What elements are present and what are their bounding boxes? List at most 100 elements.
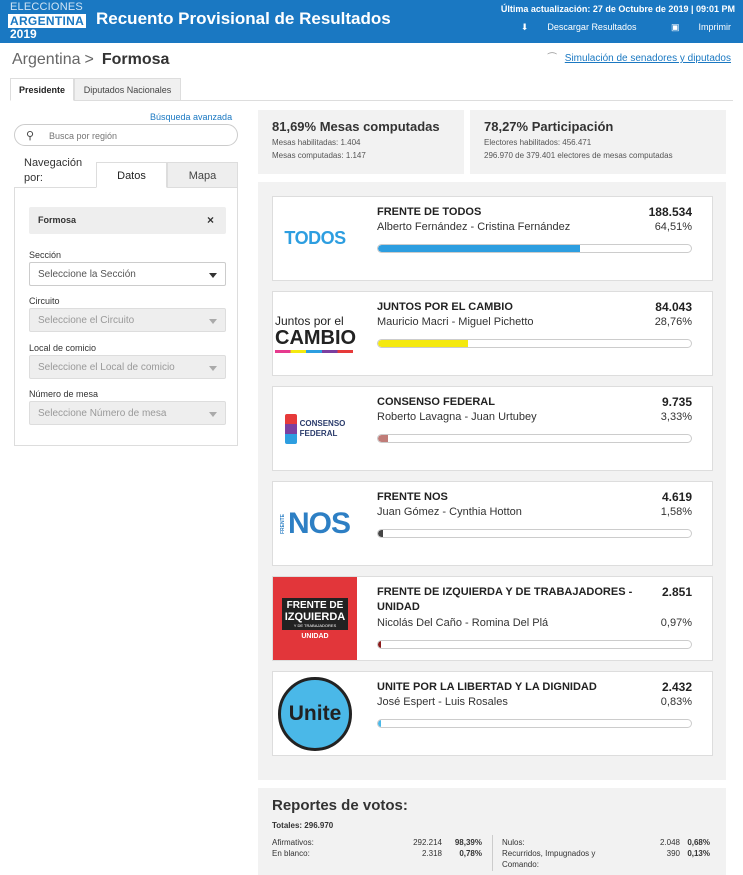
mesas-habilitadas: Mesas habilitadas: 1.404: [272, 138, 361, 147]
close-icon[interactable]: ×: [206, 213, 214, 227]
participacion-stat-box: 78,27% Participación Electores habilitad…: [470, 110, 726, 174]
fit-logo-line-4: UNIDAD: [301, 632, 329, 640]
simulation-link[interactable]: ⏜ Simulación de senadores y diputados: [547, 53, 731, 64]
party-candidates: Juan Gómez - Cynthia Hotton: [377, 506, 522, 518]
progress-bar: [377, 434, 692, 443]
chevron-down-icon: [209, 366, 217, 371]
logo-line-2: ARGENTINA: [8, 14, 86, 28]
fit-unidad-logo: FRENTE DE IZQUIERDA Y DE TRABAJADORES UN…: [273, 577, 357, 660]
reports-title: Reportes de votos:: [272, 797, 408, 814]
download-label: Descargar Resultados: [547, 22, 637, 32]
fit-logo-line-1: FRENTE DE: [286, 599, 344, 611]
party-votes: 84.043: [655, 300, 692, 314]
progress-fill: [378, 641, 382, 648]
circuito-select[interactable]: Seleccione el Circuito: [29, 308, 226, 332]
juntos-logo-line-2: CAMBIO: [275, 327, 357, 349]
party-percent: 64,51%: [654, 221, 692, 233]
download-results-button[interactable]: ⬇ Descargar Resultados: [505, 22, 637, 32]
party-votes: 2.851: [661, 585, 692, 599]
report-percent: 0,13%: [687, 849, 710, 858]
tab-diputados-nacionales[interactable]: Diputados Nacionales: [74, 78, 181, 101]
navigation-label: Navegación por:: [24, 157, 83, 184]
reports-total: Totales: 296.970: [272, 821, 334, 830]
chevron-down-icon: [209, 319, 217, 324]
party-name: CONSENSO FEDERAL: [377, 396, 495, 408]
consenso-federal-logo: CONSENSO FEDERAL: [273, 387, 357, 470]
breadcrumb-root[interactable]: Argentina: [12, 51, 81, 68]
selected-region-chip: Formosa ×: [29, 207, 226, 234]
consenso-logo-text: CONSENSO FEDERAL: [300, 419, 346, 439]
header-actions: ⬇ Descargar Resultados ▣ Imprimir: [489, 22, 731, 33]
logo-line-1: ELECCIONES: [8, 1, 86, 14]
progress-fill: [378, 245, 580, 252]
report-label-continued: Comando:: [502, 860, 539, 869]
party-candidates: Mauricio Macri - Miguel Pichetto: [377, 316, 534, 328]
progress-fill: [378, 340, 469, 347]
advanced-search-link[interactable]: Búsqueda avanzada: [150, 112, 233, 122]
party-percent: 28,76%: [654, 316, 692, 328]
party-percent: 0,97%: [660, 617, 692, 629]
party-card[interactable]: Unite UNITE POR LA LIBERTAD Y LA DIGNIDA…: [272, 671, 713, 756]
report-label: Nulos:: [502, 838, 525, 847]
numero-mesa-select[interactable]: Seleccione Número de mesa: [29, 401, 226, 425]
progress-bar: [377, 719, 692, 728]
party-candidates: José Espert - Luis Rosales: [377, 696, 508, 708]
report-number: 390: [666, 849, 680, 858]
party-card[interactable]: FRENTE DE IZQUIERDA Y DE TRABAJADORES UN…: [272, 576, 713, 661]
elecciones-logo: ELECCIONES ARGENTINA 2019: [8, 1, 86, 41]
nos-logo-line-2: NOS: [287, 506, 351, 540]
juntos-logo-line-1: Juntos por el: [275, 314, 344, 328]
breadcrumb-current: Formosa: [101, 51, 170, 68]
party-name: UNITE POR LA LIBERTAD Y LA DIGNIDAD: [377, 681, 597, 693]
party-name: FRENTE DE TODOS: [377, 206, 482, 218]
party-candidates: Alberto Fernández - Cristina Fernández: [377, 221, 571, 233]
simulation-link-label: Simulación de senadores y diputados: [564, 53, 731, 64]
breadcrumb: Argentina > Formosa: [12, 51, 169, 69]
consenso-logo-line-2: FEDERAL: [299, 428, 338, 438]
select-value: Seleccione el Local de comicio: [38, 362, 175, 373]
party-candidates: Nicolás Del Caño - Romina Del Plá: [377, 617, 549, 629]
party-card[interactable]: Juntos por el CAMBIO JUNTOS POR EL CAMBI…: [272, 291, 713, 376]
logo-line-3: 2019: [10, 27, 37, 41]
select-value: Seleccione Número de mesa: [38, 408, 167, 419]
print-label: Imprimir: [698, 22, 732, 32]
local-comicio-select[interactable]: Seleccione el Local de comicio: [29, 355, 226, 379]
select-value: Seleccione el Circuito: [38, 315, 135, 326]
seccion-select[interactable]: Seleccione la Sección: [29, 262, 226, 286]
fit-logo-line-3: Y DE TRABAJADORES: [293, 622, 337, 628]
party-percent: 1,58%: [660, 506, 692, 518]
unite-logo: Unite: [273, 672, 357, 755]
app-title: Recuento Provisional de Resultados: [96, 9, 391, 28]
search-input[interactable]: [49, 128, 229, 143]
party-votes: 9.735: [661, 395, 692, 409]
filter-label-local: Local de comicio: [29, 343, 97, 353]
subtab-datos[interactable]: Datos: [96, 162, 167, 188]
chevron-down-icon: [209, 273, 217, 278]
electores-computados: 296.970 de 379.401 electores de mesas co…: [484, 151, 673, 160]
subtab-mapa[interactable]: Mapa: [167, 162, 238, 188]
print-button[interactable]: ▣ Imprimir: [655, 22, 731, 32]
chip-label: Formosa: [38, 215, 77, 225]
vote-reports: Reportes de votos: Totales: 296.970 Afir…: [258, 788, 726, 875]
party-votes: 188.534: [648, 205, 692, 219]
download-icon: ⬇: [520, 22, 529, 32]
consenso-logo-line-1: CONSENSO: [299, 418, 346, 428]
report-percent: 98,39%: [454, 838, 482, 847]
progress-fill: [378, 435, 389, 442]
filter-label-seccion: Sección: [29, 250, 62, 260]
party-name: JUNTOS POR EL CAMBIO: [377, 301, 513, 313]
electores-habilitados: Electores habilitados: 456.471: [484, 138, 592, 147]
reports-divider: [492, 835, 493, 871]
juntos-cambio-logo: Juntos por el CAMBIO: [273, 292, 357, 375]
unite-logo-text: Unite: [288, 701, 342, 725]
todos-logo-text: TODOS: [284, 228, 346, 248]
app-header: ELECCIONES ARGENTINA 2019 Recuento Provi…: [0, 0, 743, 43]
progress-fill: [378, 530, 383, 537]
party-card[interactable]: CONSENSO FEDERAL CONSENSO FEDERAL Robert…: [272, 386, 713, 471]
party-card[interactable]: TODOS FRENTE DE TODOS Alberto Fernández …: [272, 196, 713, 281]
progress-bar: [377, 339, 692, 348]
party-card[interactable]: FRENTE NOS FRENTE NOS Juan Gómez - Cynth…: [272, 481, 713, 566]
report-number: 2.048: [659, 838, 680, 847]
report-label: Recurridos, Impugnados y: [502, 849, 596, 858]
tab-presidente[interactable]: Presidente: [10, 78, 74, 101]
